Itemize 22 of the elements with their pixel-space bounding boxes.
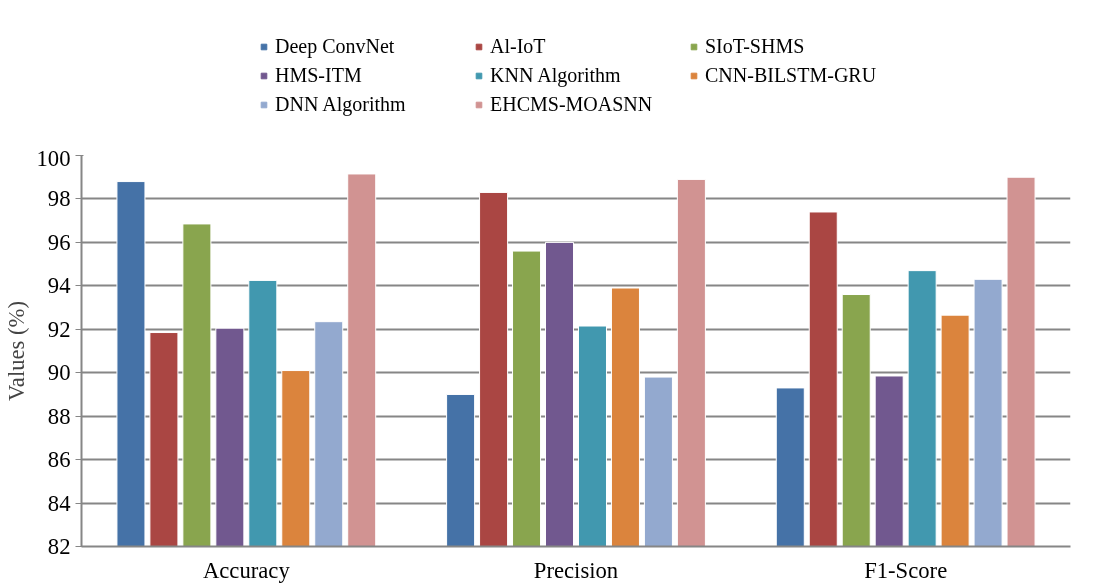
legend-label: Al-IoT (490, 34, 547, 58)
y-tick-label: 82 (47, 534, 71, 559)
legend-label: SIoT-SHMS (705, 34, 806, 58)
y-tick-label: 92 (47, 316, 71, 342)
y-tick-label: 94 (47, 273, 71, 299)
y-tick-label: 84 (47, 490, 71, 516)
y-axis-title: Values (%) (3, 300, 29, 402)
y-tick-label: 90 (47, 360, 71, 386)
legend-label: CNN-BILSTM-GRU (705, 63, 878, 87)
x-tick-label: F1-Score (864, 557, 948, 583)
y-tick-label: 86 (47, 447, 71, 473)
legend-label: KNN Algorithm (490, 63, 622, 87)
legend-label: DNN Algorithm (275, 92, 407, 116)
y-tick-label: 100 (36, 145, 71, 171)
x-tick-label: Precision (533, 557, 619, 583)
legend-label: HMS-ITM (275, 63, 363, 87)
y-tick-label: 98 (47, 186, 71, 212)
legend-label: Deep ConvNet (275, 34, 396, 58)
y-tick-label: 96 (47, 229, 71, 255)
legend-label: EHCMS-MOASNN (490, 92, 654, 116)
y-tick-label: 88 (47, 403, 71, 429)
x-tick-label: Accuracy (202, 557, 291, 583)
